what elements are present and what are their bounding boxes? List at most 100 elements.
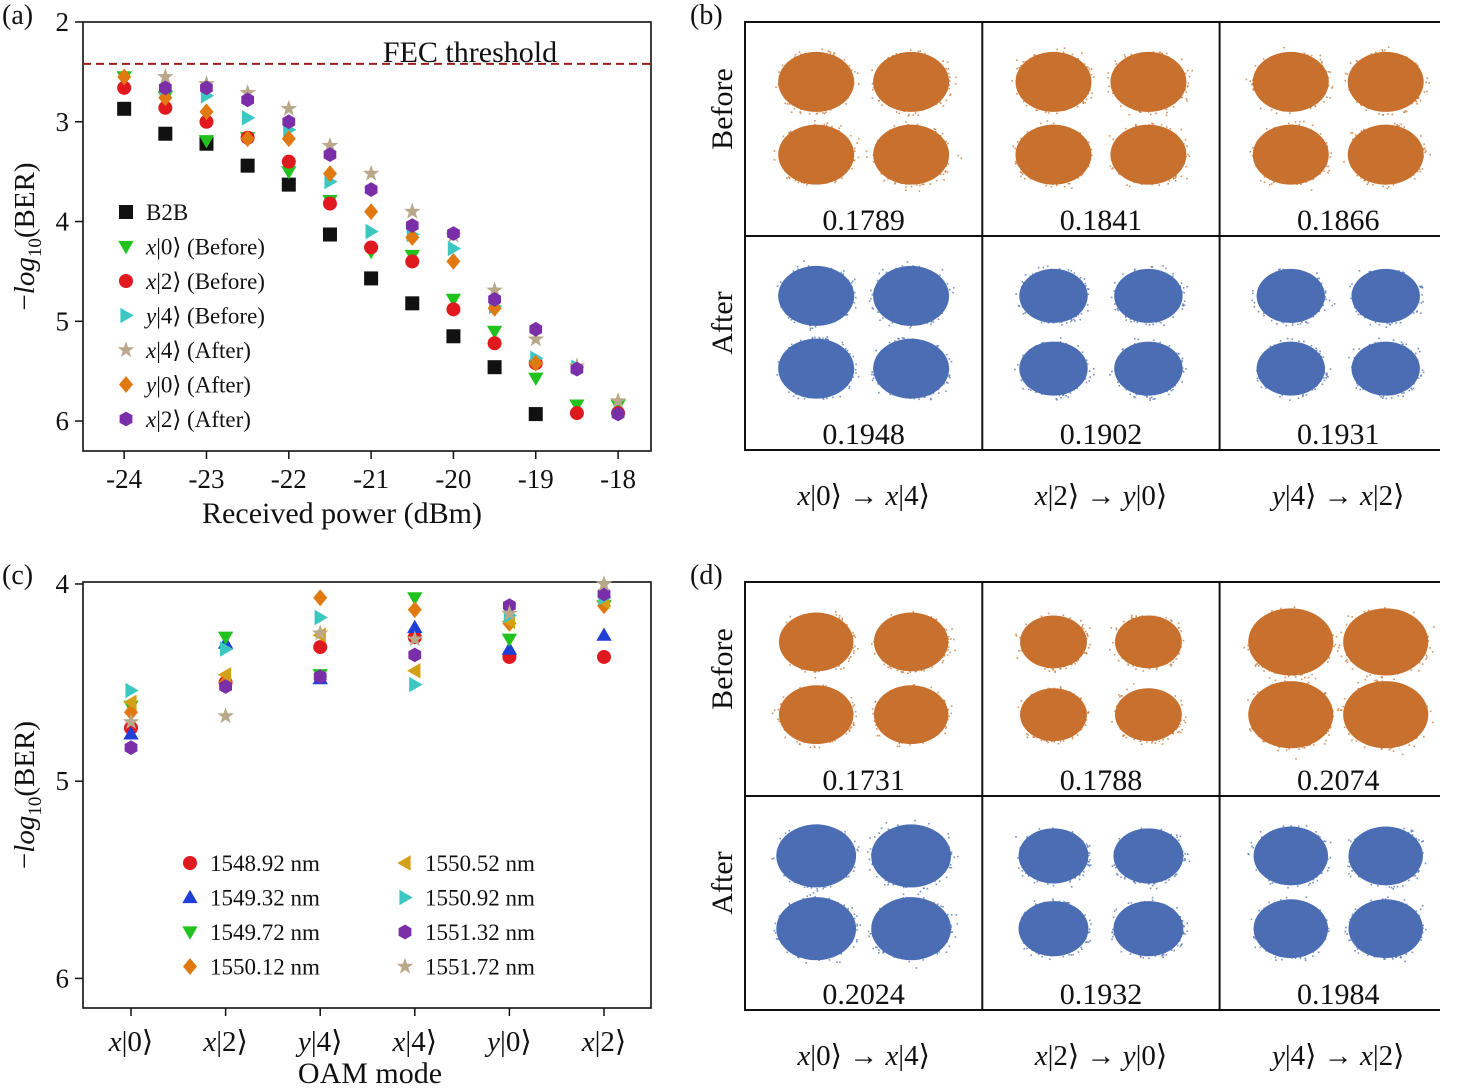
data-point bbox=[408, 647, 422, 663]
constellation-cluster bbox=[1334, 607, 1435, 683]
x-tick-label: y|4⟩ bbox=[295, 1026, 343, 1058]
constellation-cluster bbox=[773, 894, 862, 964]
panel-label-d: (d) bbox=[690, 560, 723, 591]
chart-a-ber-vs-power: -24 -23 -22 -21 -20 -19 -18 2 3 4 5 6 Received power… bbox=[9, 7, 652, 530]
constellation-cluster bbox=[871, 684, 953, 748]
data-point bbox=[405, 218, 419, 233]
legend-label: x|4⟩ (After) bbox=[145, 338, 251, 363]
constellation-cluster bbox=[1012, 120, 1093, 189]
data-point bbox=[364, 203, 379, 220]
y-tick-label: 6 bbox=[56, 963, 70, 993]
data-point bbox=[281, 130, 296, 148]
constellation-cluster bbox=[1247, 825, 1332, 889]
constellation-cluster bbox=[1344, 46, 1430, 116]
data-point bbox=[364, 182, 378, 197]
data-point bbox=[527, 330, 545, 347]
data-point bbox=[528, 372, 544, 386]
legend-marker bbox=[183, 856, 197, 870]
y-tick-label: 5 bbox=[56, 306, 70, 336]
constellation-cluster bbox=[1110, 265, 1188, 326]
constellation-grid-d: Before 0.1731 0.1788 0.2074 After 0.2024 0.193… bbox=[706, 581, 1440, 1072]
legend-label: 1548.92 nm bbox=[210, 851, 320, 876]
data-point bbox=[487, 336, 502, 351]
data-point bbox=[158, 100, 173, 115]
constellation-grid-b: Before 0.1789 0.1841 0.1866 After 0.1948 0.190… bbox=[706, 21, 1440, 512]
data-point bbox=[123, 694, 137, 710]
column-label: x|0⟩ → x|4⟩ bbox=[796, 480, 930, 512]
data-point bbox=[158, 126, 173, 141]
legend-label: 1549.32 nm bbox=[210, 886, 320, 911]
constellation-cluster bbox=[1014, 337, 1095, 401]
legend-marker bbox=[398, 924, 412, 940]
panel-label-b: (b) bbox=[690, 0, 723, 31]
constellation-cluster bbox=[870, 611, 956, 674]
data-point bbox=[501, 633, 518, 647]
legend-marker bbox=[119, 411, 133, 427]
data-point bbox=[199, 103, 214, 121]
constellation-cluster bbox=[1015, 612, 1091, 673]
data-point bbox=[159, 80, 172, 96]
data-point bbox=[364, 240, 379, 255]
constellation-cluster bbox=[866, 819, 959, 896]
evm-value: 0.1788 bbox=[1060, 764, 1143, 797]
legend-marker bbox=[119, 205, 133, 219]
data-point bbox=[313, 669, 327, 684]
legend-marker bbox=[119, 274, 133, 288]
data-point bbox=[487, 360, 502, 375]
constellation-cluster bbox=[1251, 268, 1336, 327]
data-point bbox=[240, 130, 255, 148]
plot-frame bbox=[82, 21, 652, 452]
x-tick-label: y|0⟩ bbox=[484, 1026, 532, 1058]
legend-marker bbox=[120, 307, 134, 324]
column-label: y|4⟩ → x|2⟩ bbox=[1269, 480, 1405, 512]
x-tick-label: x|4⟩ bbox=[392, 1026, 438, 1058]
y-axis-label: −log10(BER) bbox=[9, 162, 46, 310]
constellation-cluster bbox=[1111, 827, 1191, 890]
data-point bbox=[323, 147, 337, 162]
data-point bbox=[314, 609, 328, 626]
data-point bbox=[611, 406, 625, 422]
data-point bbox=[404, 202, 421, 219]
data-point bbox=[123, 726, 139, 740]
evm-value: 0.1731 bbox=[822, 764, 905, 797]
constellation-cluster bbox=[1347, 826, 1427, 890]
data-point bbox=[597, 586, 611, 602]
constellation-cluster bbox=[868, 261, 955, 329]
data-point bbox=[447, 226, 460, 241]
data-point bbox=[486, 281, 503, 298]
column-label: x|2⟩ → y|0⟩ bbox=[1034, 1040, 1168, 1072]
legend-marker bbox=[397, 855, 411, 871]
constellation-cluster bbox=[1349, 268, 1424, 328]
data-point bbox=[609, 392, 627, 409]
x-tick-label: x|0⟩ bbox=[108, 1026, 154, 1058]
data-point bbox=[322, 227, 337, 242]
constellation-cluster bbox=[871, 337, 953, 401]
constellation-cluster bbox=[1245, 46, 1334, 115]
constellation-cluster bbox=[771, 824, 860, 894]
evm-value: 0.1789 bbox=[822, 204, 905, 237]
constellation-cluster bbox=[1017, 685, 1090, 745]
row-label: Before bbox=[706, 68, 739, 150]
data-point bbox=[446, 302, 461, 317]
constellation-cluster bbox=[1111, 896, 1188, 959]
constellation-cluster bbox=[1018, 898, 1092, 961]
x-tick-label: -24 bbox=[106, 464, 142, 494]
data-point bbox=[125, 682, 139, 699]
constellation-cluster bbox=[1344, 896, 1427, 963]
plot-frame bbox=[82, 581, 652, 1009]
data-point bbox=[596, 627, 612, 641]
y-tick-label: 3 bbox=[56, 107, 70, 137]
data-point bbox=[117, 68, 132, 86]
data-point bbox=[501, 604, 518, 621]
evm-value: 0.1902 bbox=[1060, 418, 1143, 451]
data-point bbox=[406, 630, 424, 647]
row-label: After bbox=[706, 291, 739, 354]
data-point bbox=[407, 663, 421, 679]
legend-label: 1550.92 nm bbox=[425, 886, 535, 911]
legend-marker bbox=[399, 889, 413, 906]
legend-label: 1549.72 nm bbox=[210, 920, 320, 945]
constellation-cluster bbox=[771, 684, 857, 749]
data-point bbox=[486, 325, 503, 339]
legend-label: 1551.32 nm bbox=[425, 920, 535, 945]
legend-label: x|0⟩ (Before) bbox=[145, 235, 265, 260]
